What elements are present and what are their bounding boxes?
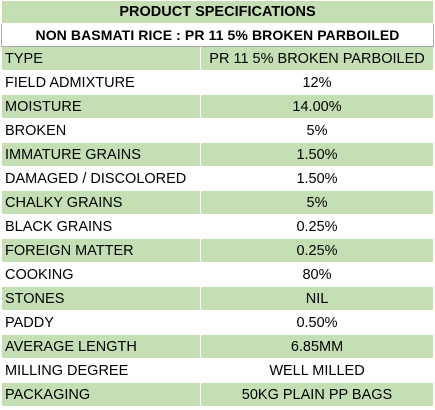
row-value: 14.00% bbox=[199, 94, 435, 119]
row-value: 12% bbox=[199, 70, 435, 95]
row-value: 1.50% bbox=[199, 166, 435, 191]
table-row: BLACK GRAINS 0.25% bbox=[1, 214, 435, 239]
table-subtitle: NON BASMATI RICE : PR 11 5% BROKEN PARBO… bbox=[0, 23, 435, 47]
row-value: 0.25% bbox=[199, 238, 435, 263]
row-label: BROKEN bbox=[1, 118, 201, 143]
row-value: 0.50% bbox=[199, 310, 435, 335]
table-row: STONES NIL bbox=[1, 286, 435, 311]
row-label: MILLING DEGREE bbox=[1, 358, 201, 383]
row-label: PACKAGING bbox=[1, 382, 201, 407]
row-value: 0.25% bbox=[199, 214, 435, 239]
row-label: BLACK GRAINS bbox=[1, 214, 201, 239]
row-label: IMMATURE GRAINS bbox=[1, 142, 201, 167]
row-value: 5% bbox=[199, 118, 435, 143]
row-value: PR 11 5% BROKEN PARBOILED bbox=[199, 46, 435, 71]
table-row: BROKEN 5% bbox=[1, 118, 435, 143]
row-value: WELL MILLED bbox=[199, 358, 435, 383]
row-value: 6.85MM bbox=[199, 334, 435, 359]
table-row: PACKAGING 50KG PLAIN PP BAGS bbox=[1, 382, 435, 407]
table-row: COOKING 80% bbox=[1, 262, 435, 287]
row-label: STONES bbox=[1, 286, 201, 311]
row-label: DAMAGED / DISCOLORED bbox=[1, 166, 201, 191]
title-row: PRODUCT SPECIFICATIONS bbox=[0, 0, 435, 24]
row-label: MOISTURE bbox=[1, 94, 201, 119]
table-row: MOISTURE 14.00% bbox=[1, 94, 435, 119]
row-value: NIL bbox=[199, 286, 435, 311]
table-row: PADDY 0.50% bbox=[1, 310, 435, 335]
row-value: 50KG PLAIN PP BAGS bbox=[199, 382, 435, 407]
table-row: FIELD ADMIXTURE 12% bbox=[1, 70, 435, 95]
row-label: TYPE bbox=[1, 46, 201, 71]
row-label: AVERAGE LENGTH bbox=[1, 334, 201, 359]
table-row: FOREIGN MATTER 0.25% bbox=[1, 238, 435, 263]
row-label: FIELD ADMIXTURE bbox=[1, 70, 201, 95]
table-row: DAMAGED / DISCOLORED 1.50% bbox=[1, 166, 435, 191]
table-row: TYPE PR 11 5% BROKEN PARBOILED bbox=[1, 46, 435, 71]
row-value: 1.50% bbox=[199, 142, 435, 167]
row-value: 5% bbox=[199, 190, 435, 215]
table-row: IMMATURE GRAINS 1.50% bbox=[1, 142, 435, 167]
row-value: 80% bbox=[199, 262, 435, 287]
row-label: PADDY bbox=[1, 310, 201, 335]
row-label: FOREIGN MATTER bbox=[1, 238, 201, 263]
table-row: AVERAGE LENGTH 6.85MM bbox=[1, 334, 435, 359]
table-title: PRODUCT SPECIFICATIONS bbox=[0, 0, 435, 24]
table-row: CHALKY GRAINS 5% bbox=[1, 190, 435, 215]
row-label: COOKING bbox=[1, 262, 201, 287]
subtitle-row: NON BASMATI RICE : PR 11 5% BROKEN PARBO… bbox=[0, 23, 435, 47]
row-label: CHALKY GRAINS bbox=[1, 190, 201, 215]
table-row: MILLING DEGREE WELL MILLED bbox=[1, 358, 435, 383]
